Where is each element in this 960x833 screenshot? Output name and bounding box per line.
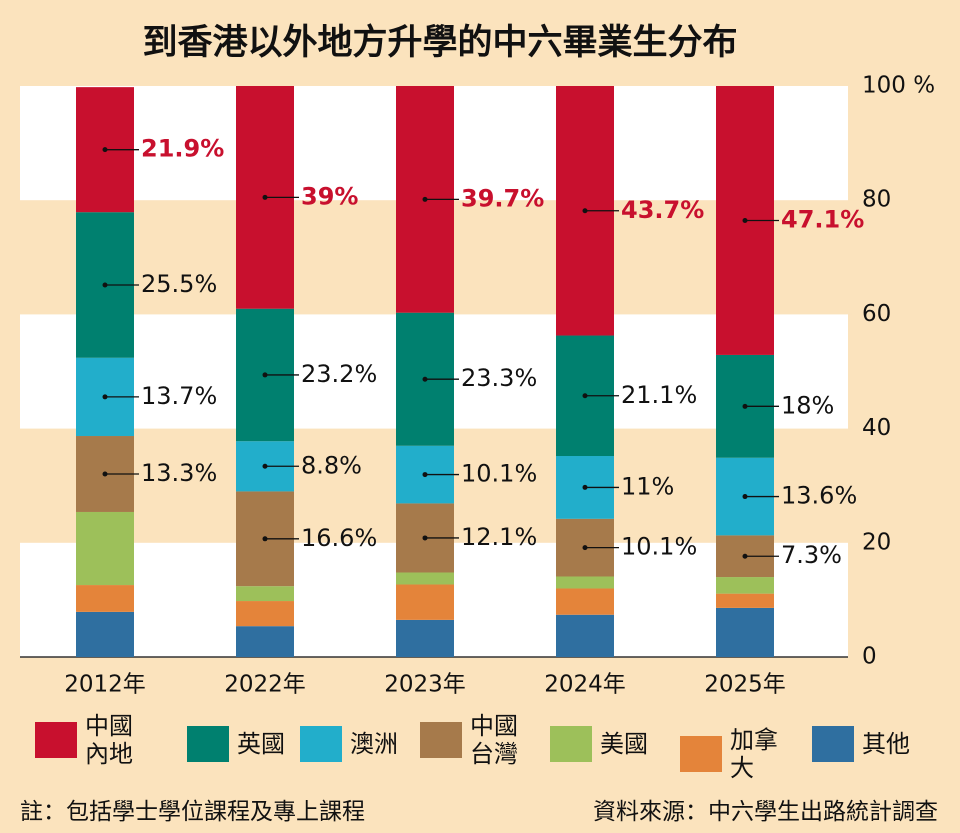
x-tick-label: 2023年 — [384, 672, 466, 698]
legend-label: 其他 — [862, 730, 910, 758]
y-tick-label: 20 — [862, 529, 891, 555]
bar-segment — [396, 619, 454, 657]
y-tick-label: 0 — [862, 644, 877, 670]
bar-segment — [236, 626, 294, 657]
bar-segment — [716, 607, 774, 657]
bar-segment — [556, 614, 614, 657]
legend-swatch — [420, 722, 462, 758]
x-tick-label: 2022年 — [224, 672, 306, 698]
legend-label: 美國 — [600, 730, 648, 758]
bar-segment — [556, 588, 614, 615]
legend-swatch — [812, 726, 854, 762]
y-tick-label: 80 — [862, 187, 891, 213]
legend-item: 加拿大 — [680, 726, 782, 782]
bar-segment — [236, 601, 294, 627]
value-label: 11% — [621, 472, 674, 500]
value-label: 12.1% — [461, 523, 537, 551]
legend-label: 加拿大 — [730, 726, 778, 782]
x-tick-label: 2024年 — [544, 672, 626, 698]
bar-segment — [716, 593, 774, 608]
legend-label: 中國台灣 — [470, 712, 518, 768]
legend-item: 美國 — [550, 726, 648, 762]
value-label: 13.6% — [781, 482, 857, 510]
bar-segment — [76, 585, 134, 612]
bar-segment — [396, 572, 454, 585]
value-label: 7.3% — [781, 541, 842, 569]
value-label: 10.1% — [621, 533, 697, 561]
legend-swatch — [187, 726, 229, 762]
value-label: 47.1% — [781, 205, 864, 233]
bar-segment — [396, 584, 454, 620]
value-label: 39% — [301, 182, 358, 210]
value-label: 25.5% — [141, 270, 217, 298]
y-tick-label: 60 — [862, 301, 891, 327]
value-label: 18% — [781, 391, 834, 419]
legend-swatch — [35, 722, 77, 758]
value-label: 39.7% — [461, 184, 544, 212]
y-tick-label: 100 % — [862, 73, 935, 99]
legend-item: 英國 — [187, 726, 285, 762]
note: 註：包括學士學位課程及專上課程 — [20, 799, 365, 825]
value-label: 21.9% — [141, 135, 224, 163]
x-tick-label: 2012年 — [64, 672, 146, 698]
legend-swatch — [550, 726, 592, 762]
legend-swatch — [680, 736, 722, 772]
value-label: 16.6% — [301, 524, 377, 552]
legend-label: 澳洲 — [350, 730, 398, 758]
value-label: 21.1% — [621, 381, 697, 409]
value-label: 10.1% — [461, 460, 537, 488]
legend-item: 中國台灣 — [420, 712, 522, 768]
legend-item: 其他 — [812, 726, 910, 762]
bar-segment — [76, 511, 134, 586]
bar-segment — [556, 576, 614, 589]
y-tick-label: 40 — [862, 415, 891, 441]
legend-swatch — [300, 726, 342, 762]
value-label: 23.3% — [461, 364, 537, 392]
bar-segment — [716, 577, 774, 594]
x-tick-label: 2025年 — [704, 672, 786, 698]
value-label: 23.2% — [301, 360, 377, 388]
legend-label: 英國 — [237, 730, 285, 758]
legend-label: 中國內地 — [85, 712, 133, 768]
chart-title: 到香港以外地方升學的中六畢業生分布 — [142, 23, 737, 63]
value-label: 13.3% — [141, 459, 217, 487]
value-label: 8.8% — [301, 451, 362, 479]
bar-segment — [236, 586, 294, 602]
source: 資料來源：中六學生出路統計調查 — [593, 799, 938, 825]
legend-item: 中國內地 — [35, 712, 137, 768]
bar-segment — [76, 611, 134, 657]
value-label: 43.7% — [621, 196, 704, 224]
legend-item: 澳洲 — [300, 726, 398, 762]
value-label: 13.7% — [141, 382, 217, 410]
